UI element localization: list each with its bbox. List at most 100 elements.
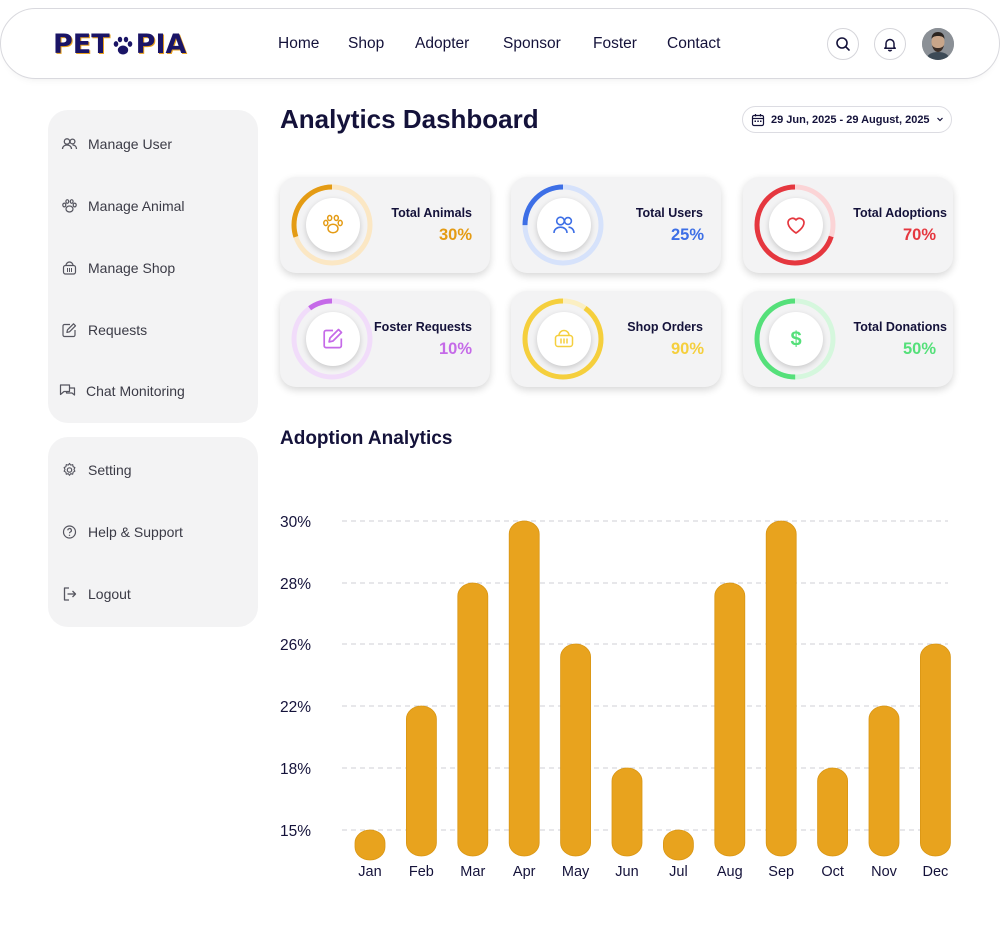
x-tick-label: Aug: [717, 864, 743, 880]
stat-card-total-adoptions[interactable]: Total Adoptions 70%: [743, 177, 953, 273]
sidebar-item-manage-user[interactable]: Manage User: [61, 136, 172, 152]
sidebar-item-requests[interactable]: Requests: [61, 322, 147, 338]
heart-icon: [787, 217, 805, 234]
stat-value: 10%: [439, 340, 473, 358]
bar-oct[interactable]: [817, 767, 848, 857]
stat-value: 30%: [439, 226, 473, 244]
sidebar-item-setting[interactable]: Setting: [61, 462, 132, 478]
stat-icon-circle: [306, 198, 360, 252]
logo-text-left: PET: [53, 29, 110, 60]
progress-ring: [291, 298, 373, 380]
sidebar-item-label: Logout: [88, 586, 131, 602]
date-range-text: 29 Jun, 2025 - 29 August, 2025: [771, 113, 930, 126]
sidebar-item-logout[interactable]: Logout: [61, 586, 131, 602]
nav-sponsor-link[interactable]: Sponsor: [503, 35, 561, 52]
basket-icon: [62, 261, 77, 275]
x-tick-label: Oct: [821, 864, 844, 880]
logout-icon: [63, 587, 77, 601]
page-title: Analytics Dashboard: [280, 104, 539, 134]
stat-icon-circle: [306, 312, 360, 366]
stat-label: Total Donations: [853, 320, 947, 334]
bar-may[interactable]: [560, 643, 592, 857]
stat-value: 90%: [671, 340, 705, 358]
y-tick-label: 15%: [280, 823, 311, 840]
chat-icon: [59, 384, 76, 396]
bar-jan[interactable]: [354, 829, 386, 861]
bar-mar[interactable]: [457, 582, 489, 857]
gear-icon: [63, 462, 76, 476]
sidebar-primary-menu: Manage User Manage Animal Manage Shop Re…: [48, 110, 258, 423]
stat-value: 50%: [903, 340, 937, 358]
logo-text-right: PIA: [135, 29, 187, 60]
paw-logo-icon: [111, 34, 135, 58]
nav-contact-link[interactable]: Contact: [667, 35, 721, 52]
edit-icon: [62, 323, 77, 338]
stat-card-foster-requests[interactable]: Foster Requests 10%: [280, 291, 490, 387]
bar-jul[interactable]: [662, 829, 694, 861]
bar-dec[interactable]: [920, 643, 951, 857]
bar-feb[interactable]: [405, 705, 437, 857]
sidebar-item-chat-monitoring[interactable]: Chat Monitoring: [59, 383, 185, 399]
progress-ring-fill: [522, 184, 604, 266]
stat-icon-circle: [537, 198, 591, 252]
sidebar-item-label: Manage Shop: [88, 260, 176, 276]
progress-ring: [291, 184, 373, 266]
stat-card-total-users[interactable]: Total Users 25%: [511, 177, 721, 273]
nav-adopter-link[interactable]: Adopter: [415, 35, 470, 52]
bar-sep[interactable]: [765, 520, 797, 857]
x-tick-label: Jul: [669, 864, 688, 880]
stat-card-total-animals[interactable]: Total Animals 30%: [280, 177, 490, 273]
sidebar-item-label: Requests: [88, 322, 148, 338]
stat-card-total-donations[interactable]: $ Total Donations 50%: [743, 291, 953, 387]
sidebar-item-help-support[interactable]: Help & Support: [61, 524, 183, 540]
progress-ring: [522, 184, 604, 266]
users-icon: [553, 216, 575, 234]
nav-shop-link[interactable]: Shop: [348, 35, 385, 52]
stat-label: Shop Orders: [627, 320, 703, 334]
stat-card-shop-orders[interactable]: Shop Orders 90%: [511, 291, 721, 387]
brand-logo[interactable]: PET PIA: [53, 29, 186, 60]
sidebar-item-manage-shop[interactable]: Manage Shop: [61, 260, 175, 276]
progress-ring-fill: [754, 184, 836, 266]
nav-home-link[interactable]: Home: [278, 35, 320, 52]
x-tick-label: Jan: [358, 864, 381, 880]
x-tick-label: Mar: [460, 864, 485, 880]
dollar-icon: $: [790, 329, 801, 351]
basket-icon: [554, 329, 574, 348]
y-tick-label: 30%: [280, 514, 311, 531]
nav-foster-link[interactable]: Foster: [593, 35, 637, 52]
x-tick-label: Dec: [923, 864, 949, 880]
svg-text:$: $: [790, 329, 801, 351]
stat-label: Total Adoptions: [853, 206, 947, 220]
sidebar-item-manage-animal[interactable]: Manage Animal: [61, 198, 185, 214]
search-button[interactable]: [827, 28, 859, 60]
stat-label: Total Animals: [391, 206, 472, 220]
bar-nov[interactable]: [868, 705, 900, 857]
users-icon: [61, 138, 78, 150]
edit-icon: [323, 328, 343, 349]
stat-icon-circle: [537, 312, 591, 366]
chevron-down-icon: [937, 117, 943, 122]
stat-icon-circle: [769, 198, 823, 252]
user-avatar[interactable]: [922, 28, 954, 60]
bar-apr[interactable]: [508, 520, 540, 857]
sidebar-item-label: Setting: [88, 462, 132, 478]
date-range-picker[interactable]: 29 Jun, 2025 - 29 August, 2025: [742, 106, 952, 133]
top-navbar: PET PIA Home Shop Adopter Sponsor Foster…: [0, 8, 1000, 79]
stat-value: 70%: [903, 226, 937, 244]
paw-icon: [323, 214, 343, 234]
progress-ring-fill: [754, 298, 836, 380]
progress-ring-fill: [522, 298, 604, 380]
sidebar-item-label: Manage User: [88, 136, 173, 152]
section-title-adoption-analytics: Adoption Analytics: [280, 428, 453, 449]
x-tick-label: Jun: [615, 864, 638, 880]
notification-button[interactable]: [874, 28, 906, 60]
calendar-icon: [751, 113, 765, 126]
x-tick-label: Nov: [871, 864, 898, 880]
progress-ring: [522, 298, 604, 380]
x-tick-label: Apr: [513, 864, 536, 880]
bar-jun[interactable]: [611, 767, 643, 857]
bar-aug[interactable]: [714, 582, 746, 857]
y-tick-label: 28%: [280, 576, 311, 593]
stat-icon-circle: $: [769, 312, 823, 366]
